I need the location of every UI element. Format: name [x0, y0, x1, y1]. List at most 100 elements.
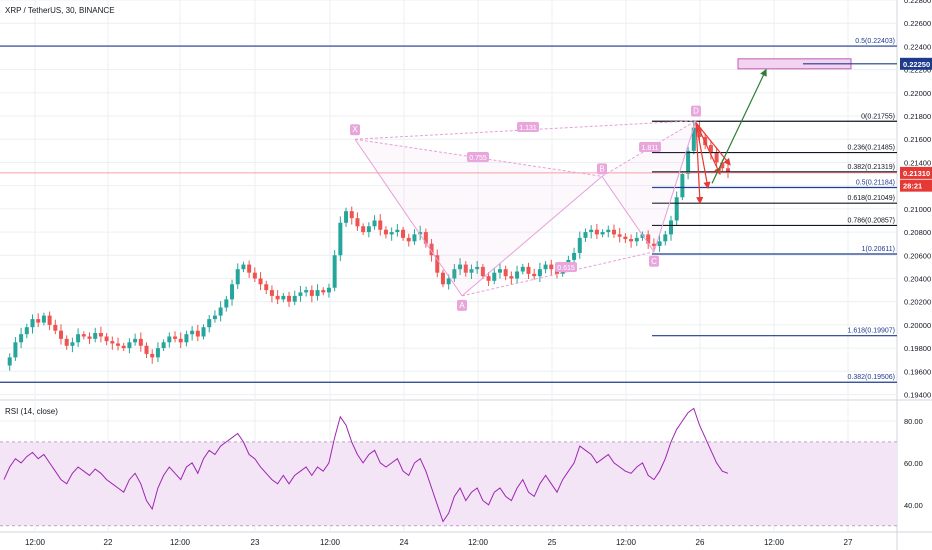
candle-body	[697, 127, 702, 137]
candle-body	[235, 269, 240, 285]
rsi-line	[3, 407, 729, 523]
price-axis[interactable]: 0.22800 0.22600 0.22400 0.22200 0.22000 0.218…	[900, 0, 932, 510]
candle-body	[492, 272, 497, 281]
candle-body	[589, 229, 594, 233]
candle-body	[383, 229, 388, 235]
harmonic-point-badge	[649, 255, 659, 267]
harmonic-ratio-badge	[467, 152, 489, 162]
candle-body	[480, 266, 485, 277]
candle-body	[458, 264, 463, 270]
forecast-arrows	[695, 68, 767, 205]
harmonic-ratio-connector	[461, 251, 655, 297]
candle-body	[372, 220, 377, 227]
candle-body	[133, 338, 138, 343]
harmonic-ratio-connector	[354, 138, 603, 177]
rsi-tick-label: 40.00	[904, 501, 923, 510]
harmonic-point-badge	[350, 124, 360, 136]
candle-body	[469, 269, 474, 273]
candle-body	[110, 341, 115, 344]
candle-body	[708, 145, 713, 154]
candle-body	[252, 272, 257, 279]
candle-body	[674, 197, 679, 221]
candle-body	[104, 336, 109, 342]
candle-body	[155, 348, 160, 358]
fib-level-label: 0.382(0.21319)	[848, 164, 895, 171]
price-tick-label: 0.20400	[904, 274, 931, 283]
harmonic-point-label: D	[693, 107, 699, 116]
candle-body	[440, 272, 445, 285]
candle-body	[127, 342, 132, 349]
candle-body	[406, 237, 411, 242]
candle-body	[338, 222, 343, 256]
candle-body	[315, 290, 320, 296]
candle-body	[201, 327, 206, 337]
harmonic-ratio-badge	[555, 262, 577, 272]
candle-body	[59, 330, 64, 339]
candle-body	[532, 273, 537, 277]
candle-body	[269, 290, 274, 296]
candle-body	[423, 232, 428, 244]
candle-body	[76, 334, 81, 343]
candle-body	[475, 266, 480, 270]
candle-body	[418, 232, 423, 235]
price-tick-label: 0.20600	[904, 251, 931, 260]
candle-body	[503, 269, 508, 277]
price-tick-label: 0.19400	[904, 391, 931, 400]
candle-body	[537, 269, 542, 277]
price-tick-label: 0.22400	[904, 42, 931, 51]
price-tag-badge	[900, 166, 932, 179]
candle-body	[549, 264, 554, 270]
fib-level-label: 0.5(0.22403)	[855, 38, 895, 45]
harmonic-leg	[601, 176, 655, 253]
candle-body	[53, 324, 58, 331]
price-tick-label: 0.22600	[904, 19, 931, 28]
green-target-arrow	[711, 68, 767, 184]
red-projection-arrow	[695, 122, 704, 205]
red-projection-arrow	[695, 122, 711, 190]
candle-body	[64, 338, 69, 346]
price-tag-badge	[900, 57, 932, 70]
rsi-band-fill	[0, 441, 897, 526]
candle-body	[309, 290, 314, 296]
harmonic-triangle	[355, 139, 602, 296]
time-axis[interactable]: 12:00 22 12:00 23 12:00 24 12:00 25 12:00 26 12:00…	[25, 538, 853, 547]
candle-body	[87, 336, 92, 339]
harmonic-point-badge	[457, 299, 467, 311]
candle-body	[247, 264, 252, 273]
price-tag-label: 0.22250	[903, 60, 930, 69]
rsi-tick-label: 60.00	[904, 459, 923, 468]
candle-body	[19, 334, 24, 343]
candle-body	[218, 307, 223, 316]
harmonic-pattern: 1.131 0.755 0.615 1.811 X A B C D	[350, 105, 701, 311]
candle-body	[572, 252, 577, 260]
harmonic-point-label: A	[459, 301, 465, 310]
candle-body	[150, 353, 155, 358]
candle-body	[167, 336, 172, 343]
candle-body	[281, 295, 286, 300]
fib-level-label: 0.618(0.21049)	[848, 195, 895, 202]
candle-body	[680, 174, 685, 198]
candle-body	[389, 232, 394, 235]
candle-body	[361, 226, 366, 233]
price-tick-label: 0.20800	[904, 228, 931, 237]
candle-body	[686, 150, 691, 175]
harmonic-point-label: X	[352, 125, 358, 134]
candle-body	[583, 232, 588, 238]
time-tick-label: 12:00	[468, 538, 489, 547]
candle-body	[230, 284, 235, 300]
harmonic-ratio-label: 1.811	[642, 145, 659, 152]
candle-body	[634, 237, 639, 242]
candle-body	[298, 292, 303, 296]
price-tick-label: 0.19600	[904, 367, 931, 376]
candle-body	[24, 327, 29, 335]
fib-level-label: 0.236(0.21485)	[848, 145, 895, 152]
candle-body	[714, 153, 719, 163]
candle-body	[264, 284, 269, 291]
candle-body	[720, 162, 725, 169]
rsi-indicator-label: RSI (14, close)	[5, 407, 58, 416]
harmonic-ratio-label: 0.615	[557, 265, 575, 272]
fib-level-label: 0.5(0.21184)	[856, 180, 895, 187]
candle-body	[651, 243, 656, 246]
time-tick-label: 12:00	[170, 538, 191, 547]
